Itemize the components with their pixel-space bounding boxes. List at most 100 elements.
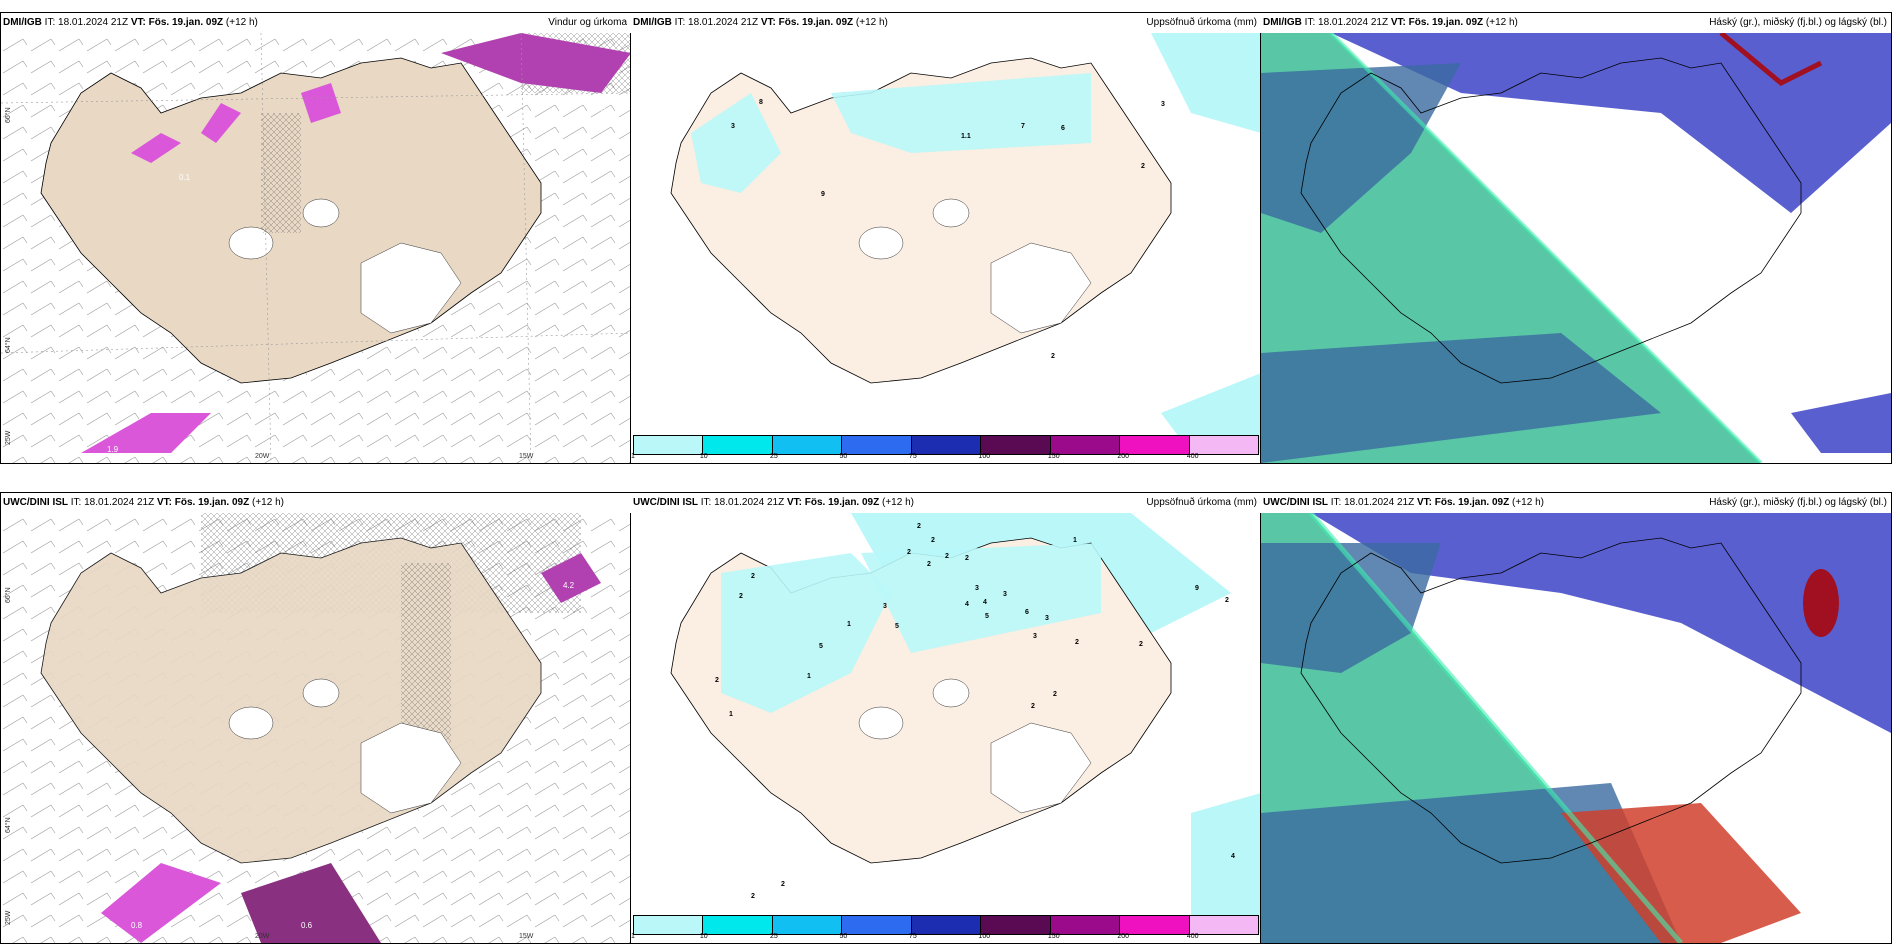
model-name: DMI/IGB (3, 17, 42, 28)
precip-value: 2 (1141, 163, 1145, 170)
precip-colorbar (633, 435, 1259, 455)
tick: 400 (1186, 933, 1199, 940)
colorbar-ticks: 1 10 25 50 75 100 150 200 400 (631, 933, 1259, 943)
lead-time: (+12 h) (225, 17, 258, 28)
wind-value: 1.9 (107, 445, 119, 454)
lead-time: (+12 h) (882, 497, 914, 508)
precip-value: 5 (895, 623, 899, 630)
wind-value: 0.6 (301, 921, 313, 930)
precip-value: 5 (819, 643, 823, 650)
lon-label-20: 20W (255, 933, 270, 940)
panel-title: Uppsöfnuð úrkoma (mm) (1146, 17, 1257, 28)
valid-time: VT: Fös. 19.jan. 09Z (1390, 17, 1484, 28)
panel-title: Háský (gr.), miðský (fj.bl.) og lágský (… (1709, 497, 1887, 508)
precip-value: 4 (983, 599, 987, 606)
lat-label-64: 64°N (5, 817, 12, 833)
map-panel-cloud-bottom: UWC/DINI ISL IT: 18.01.2024 21Z VT: Fös.… (1260, 492, 1892, 944)
precip-value: 2 (751, 893, 755, 900)
precip-value: 4 (965, 601, 969, 608)
precip-value: 2 (1075, 639, 1079, 646)
model-name: DMI/IGB (633, 17, 672, 28)
tick: 100 (978, 453, 991, 460)
map-panel-wind-bottom: UWC/DINI ISL IT: 18.01.2024 21Z VT: Fös.… (0, 492, 632, 944)
lead-time: (+12 h) (1485, 17, 1518, 28)
panel-title: Uppsöfnuð úrkoma (mm) (1146, 497, 1257, 508)
precip-value: 2 (927, 561, 931, 568)
lead-time: (+12 h) (1512, 497, 1544, 508)
panel-header: DMI/IGB IT: 18.01.2024 21Z VT: Fös. 19.j… (1261, 13, 1891, 33)
model-name: UWC/DINI ISL (1263, 497, 1328, 508)
map-panel-cloud-top: DMI/IGB IT: 18.01.2024 21Z VT: Fös. 19.j… (1260, 12, 1892, 464)
tick: 200 (1117, 933, 1130, 940)
precip-value: 7 (1021, 123, 1025, 130)
wind-map (1, 33, 631, 463)
init-time: IT: 18.01.2024 21Z (1304, 17, 1389, 28)
precip-value: 2 (1031, 703, 1035, 710)
precip-value: 2 (917, 523, 921, 530)
precip-map (670, 33, 1261, 453)
init-time: IT: 18.01.2024 21Z (700, 497, 785, 508)
precip-value: 3 (1161, 101, 1165, 108)
lon-label-15: 15W (519, 453, 534, 460)
panel-header: DMI/IGB IT: 18.01.2024 21Z VT: Fös. 19.j… (631, 13, 1261, 33)
tick: 75 (908, 453, 917, 460)
precip-value: 1 (729, 711, 733, 718)
lon-label-15: 15W (519, 933, 534, 940)
iceland-land (1300, 537, 1802, 864)
precip-value: 2 (751, 573, 755, 580)
precip-value: 3 (731, 123, 735, 130)
lead-time: (+12 h) (855, 17, 888, 28)
precip-value: 3 (1003, 591, 1007, 598)
precip-map (670, 513, 1261, 933)
precip-value: 1 (1073, 537, 1077, 544)
init-time: IT: 18.01.2024 21Z (70, 497, 155, 508)
lat-label-64: 64°N (5, 337, 12, 353)
wind-value: 0.1 (179, 173, 191, 182)
lon-label-25: 25W (5, 910, 12, 925)
precip-value: 2 (739, 593, 743, 600)
tick: 50 (839, 453, 848, 460)
init-time: IT: 18.01.2024 21Z (44, 17, 129, 28)
precip-value: 1 (807, 673, 811, 680)
tick: 50 (839, 933, 848, 940)
precip-value: 1.1 (961, 133, 971, 140)
panel-header: UWC/DINI ISL IT: 18.01.2024 21Z VT: Fös.… (631, 493, 1261, 513)
tick: 1 (631, 453, 635, 460)
precip-value: 5 (985, 613, 989, 620)
cloud-map (1261, 33, 1891, 463)
precip-value: 4 (1231, 853, 1235, 860)
lead-time: (+12 h) (252, 497, 284, 508)
tick: 200 (1117, 453, 1130, 460)
tick: 150 (1047, 453, 1060, 460)
precip-value: 2 (1051, 353, 1055, 360)
map-panel-wind-top: DMI/IGB IT: 18.01.2024 21Z VT: Fös. 19.j… (0, 12, 632, 464)
precip-value: 8 (759, 99, 763, 106)
tick: 10 (699, 453, 708, 460)
valid-time: VT: Fös. 19.jan. 09Z (786, 497, 880, 508)
map-panel-precip-bottom: UWC/DINI ISL IT: 18.01.2024 21Z VT: Fös.… (630, 492, 1262, 944)
map-panel-precip-top: DMI/IGB IT: 18.01.2024 21Z VT: Fös. 19.j… (630, 12, 1262, 464)
panel-header: DMI/IGB IT: 18.01.2024 21Z VT: Fös. 19.j… (1, 13, 631, 33)
precip-value: 3 (1033, 633, 1037, 640)
precip-value: 1 (847, 621, 851, 628)
lat-label-66: 66°N (5, 587, 12, 603)
precip-value: 6 (1025, 609, 1029, 616)
lon-label-25: 25W (5, 430, 12, 445)
panel-header: UWC/DINI ISL IT: 18.01.2024 21Z VT: Fös.… (1, 493, 631, 513)
precip-value: 3 (883, 603, 887, 610)
wind-map (1, 513, 631, 943)
tick: 25 (769, 933, 778, 940)
precip-value: 2 (781, 881, 785, 888)
init-time: IT: 18.01.2024 21Z (1330, 497, 1415, 508)
iceland-land (1300, 57, 1802, 384)
valid-time: VT: Fös. 19.jan. 09Z (1416, 497, 1510, 508)
tick: 150 (1047, 933, 1060, 940)
model-name: UWC/DINI ISL (3, 497, 68, 508)
wind-value: 0.1 (601, 105, 613, 114)
panel-title: Háský (gr.), miðský (fj.bl.) og lágský (… (1709, 17, 1887, 28)
precip-value: 2 (965, 555, 969, 562)
valid-time: VT: Fös. 19.jan. 09Z (760, 17, 854, 28)
precip-value: 2 (715, 677, 719, 684)
model-name: DMI/IGB (1263, 17, 1302, 28)
precip-value: 9 (1195, 585, 1199, 592)
